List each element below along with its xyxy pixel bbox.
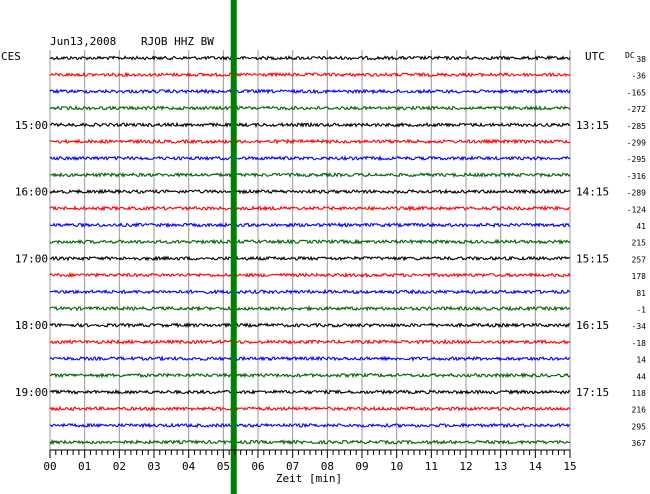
dc-offset-value: -299 [627, 139, 646, 148]
x-tick-label: 12 [459, 460, 472, 473]
x-tick-label: 13 [494, 460, 507, 473]
seismic-trace [49, 88, 571, 95]
dc-offset-value: 216 [632, 406, 647, 415]
seismic-trace [49, 322, 571, 329]
dc-offset-value: 295 [632, 422, 647, 431]
x-tick-label: 05 [217, 460, 230, 473]
x-tick-label: 00 [43, 460, 56, 473]
right-time-label: 15:15 [576, 252, 609, 265]
seismic-trace [49, 388, 571, 396]
dc-offset-value: 118 [632, 389, 647, 398]
x-tick-label: 14 [529, 460, 543, 473]
dc-offset-value: -316 [627, 172, 646, 181]
left-time-label: 18:00 [15, 319, 48, 332]
dc-offset-value: 38 [636, 55, 646, 64]
seismic-trace [49, 171, 571, 179]
left-time-label: 19:00 [15, 386, 48, 399]
dc-offset-value: -295 [627, 155, 646, 164]
x-tick-label: 01 [78, 460, 91, 473]
right-time-label: 16:15 [576, 319, 609, 332]
x-tick-label: 07 [286, 460, 299, 473]
label-group: Jun13,2008 RJOB HHZ BW CES UTC DC Zeit [… [1, 35, 646, 485]
seismic-trace [49, 155, 571, 162]
trace-group [49, 55, 571, 446]
x-tick-label: 04 [182, 460, 196, 473]
seismic-trace [49, 405, 571, 412]
dc-offset-value: -34 [632, 322, 647, 331]
x-tick-label: 09 [355, 460, 368, 473]
x-tick-label: 11 [425, 460, 438, 473]
dc-offset-value: -124 [627, 205, 646, 214]
seismic-trace [49, 138, 571, 145]
x-tick-label: 15 [563, 460, 576, 473]
x-axis-title: Zeit [min] [276, 472, 342, 485]
dc-offset-value: -285 [627, 122, 646, 131]
dc-offset-value: -36 [632, 72, 647, 81]
dc-offset-value: -1 [636, 306, 646, 315]
seismic-trace [49, 422, 571, 429]
dc-offset-value: 215 [632, 239, 647, 248]
seismic-trace [49, 104, 571, 112]
right-time-label: 14:15 [576, 186, 609, 199]
dc-offset-value: 44 [636, 372, 646, 381]
seismic-trace [49, 255, 571, 262]
left-time-label: 16:00 [15, 186, 48, 199]
dc-offset-value: -165 [627, 88, 646, 97]
seismic-trace [49, 438, 571, 446]
dc-offset-value: -18 [632, 339, 647, 348]
seismic-trace [49, 338, 571, 345]
dc-offset-value: -272 [627, 105, 646, 114]
x-tick-label: 06 [251, 460, 264, 473]
seismic-trace [49, 221, 571, 229]
x-tick-label: 08 [321, 460, 334, 473]
seismic-trace [49, 305, 571, 312]
dc-offset-value: 178 [632, 272, 647, 281]
seismic-trace [49, 55, 571, 61]
right-zone-label: UTC [585, 50, 605, 63]
seismic-trace [49, 205, 571, 212]
seismic-trace [49, 238, 571, 245]
seismic-trace [49, 188, 571, 195]
time-axis: 00 01 02 03 04 05 06 07 08 09 10 11 12 13 14 15 [43, 449, 577, 473]
dc-offset-value: 257 [632, 255, 647, 264]
seismic-trace [49, 372, 571, 379]
seismic-trace [49, 288, 571, 295]
dc-offset-value: -289 [627, 189, 646, 198]
station-label: RJOB HHZ BW [141, 35, 214, 48]
left-time-label: 15:00 [15, 119, 48, 132]
grid [49, 50, 571, 450]
dc-offset-value: 41 [636, 222, 646, 231]
seismic-trace [49, 71, 571, 78]
right-time-label: 17:15 [576, 386, 609, 399]
x-tick-label: 03 [147, 460, 160, 473]
seismic-trace [49, 271, 571, 279]
dc-offset-value: 14 [636, 356, 646, 365]
dc-offset-value: 81 [636, 289, 646, 298]
x-tick-label: 10 [390, 460, 403, 473]
left-zone-label: CES [1, 50, 21, 63]
date-label: Jun13,2008 [50, 35, 116, 48]
dc-label: DC [625, 51, 635, 60]
seismic-trace [49, 355, 571, 362]
x-tick-label: 02 [113, 460, 126, 473]
seismic-trace [49, 121, 570, 129]
left-time-label: 17:00 [15, 252, 48, 265]
dc-offset-value: 367 [632, 439, 647, 448]
right-time-label: 13:15 [576, 119, 609, 132]
